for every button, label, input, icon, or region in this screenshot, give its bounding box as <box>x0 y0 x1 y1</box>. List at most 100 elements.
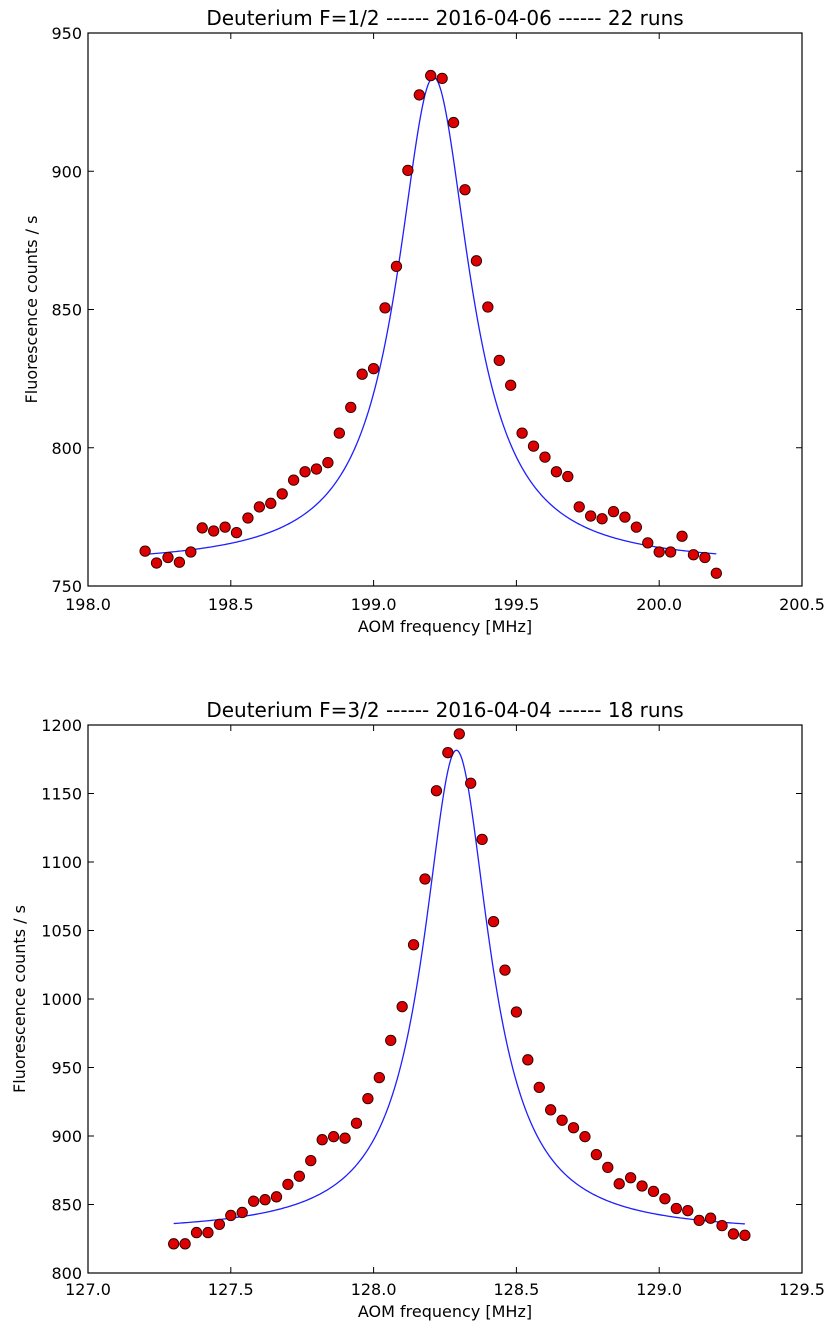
y-axis-label: Fluorescence counts / s <box>10 905 29 1093</box>
fit-curve <box>145 76 717 555</box>
data-point <box>482 301 494 313</box>
data-point <box>693 1214 705 1227</box>
data-point <box>168 1238 180 1250</box>
y-tick-label: 950 <box>51 1059 82 1078</box>
y-tick-label: 800 <box>51 439 82 458</box>
data-point <box>630 521 643 533</box>
data-point <box>367 363 380 375</box>
data-point <box>453 728 465 740</box>
data-point <box>459 184 471 196</box>
data-point <box>362 1092 374 1105</box>
data-point <box>642 537 654 549</box>
x-tick-label: 127.0 <box>65 1280 111 1299</box>
data-point <box>265 497 277 509</box>
data-point <box>664 546 677 558</box>
data-point <box>539 451 551 463</box>
data-point <box>522 1054 534 1066</box>
y-axis-label: Fluorescence counts / s <box>22 216 41 404</box>
data-point <box>282 1178 294 1191</box>
data-point <box>327 1131 340 1143</box>
data-point <box>236 1206 248 1219</box>
x-tick-label: 127.5 <box>208 1280 254 1299</box>
data-point <box>470 255 483 267</box>
x-tick-label: 200.5 <box>779 595 825 614</box>
data-point <box>173 556 186 568</box>
data-point <box>230 526 243 539</box>
data-point <box>247 1195 260 1207</box>
data-point <box>310 463 323 475</box>
data-point <box>425 69 437 82</box>
y-tick-label: 1200 <box>41 716 82 735</box>
x-tick-label: 198.5 <box>208 595 254 614</box>
data-point <box>676 530 688 542</box>
y-tick-label: 1050 <box>41 922 82 941</box>
x-tick-label: 199.0 <box>351 595 397 614</box>
y-tick-label: 900 <box>51 162 82 181</box>
data-point <box>727 1228 740 1240</box>
chart-title: Deuterium F=1/2 ------ 2016-04-06 ------… <box>206 6 683 30</box>
data-point <box>407 939 420 951</box>
data-point <box>345 401 357 414</box>
y-tick-label: 800 <box>51 1264 82 1283</box>
data-point <box>602 1161 614 1174</box>
x-tick-label: 199.5 <box>493 595 539 614</box>
data-point <box>465 777 477 789</box>
data-point <box>402 164 414 177</box>
data-point <box>196 522 208 534</box>
data-point <box>699 551 711 564</box>
plot-frame <box>87 724 803 1274</box>
data-point <box>350 1117 363 1129</box>
y-tick-label: 850 <box>51 301 82 320</box>
plot-frame <box>87 32 803 587</box>
data-point <box>619 511 631 523</box>
data-point <box>687 549 700 561</box>
data-point <box>704 1212 717 1224</box>
data-point <box>139 545 151 557</box>
x-tick-label: 129.5 <box>779 1280 825 1299</box>
chart-top: Deuterium F=1/2 ------ 2016-04-06 ------… <box>0 0 832 650</box>
data-point <box>447 116 460 129</box>
data-point <box>436 72 448 84</box>
data-point <box>682 1205 694 1217</box>
data-point <box>579 1131 591 1143</box>
data-point <box>208 525 220 537</box>
data-point <box>716 1219 728 1232</box>
chart-bottom-svg: Deuterium F=3/2 ------ 2016-04-04 ------… <box>10 698 825 1321</box>
data-point <box>596 513 608 525</box>
chart-title: Deuterium F=3/2 ------ 2016-04-04 ------… <box>206 698 683 722</box>
data-point <box>339 1132 351 1144</box>
x-tick-label: 128.0 <box>351 1280 397 1299</box>
data-point <box>185 546 197 558</box>
x-tick-label: 128.5 <box>493 1280 539 1299</box>
x-tick-label: 129.0 <box>636 1280 682 1299</box>
data-point <box>293 1170 305 1182</box>
data-point <box>499 964 511 976</box>
x-tick-label: 200.0 <box>636 595 682 614</box>
chart-top-svg: Deuterium F=1/2 ------ 2016-04-06 ------… <box>22 6 825 636</box>
data-point <box>179 1238 191 1250</box>
data-point <box>202 1226 214 1239</box>
data-point <box>556 1114 568 1126</box>
data-point <box>270 1191 283 1203</box>
data-point <box>739 1229 751 1241</box>
data-point <box>590 1148 603 1161</box>
data-point <box>585 510 597 522</box>
data-point <box>567 1122 580 1134</box>
data-point <box>190 1226 203 1239</box>
data-point <box>259 1194 271 1206</box>
x-tick-label: 198.0 <box>65 595 111 614</box>
y-tick-label: 750 <box>51 577 82 596</box>
data-point <box>613 1178 625 1190</box>
data-point <box>305 1155 317 1167</box>
data-point <box>505 379 517 391</box>
data-point <box>527 440 540 452</box>
data-point <box>510 1006 523 1018</box>
data-point <box>710 567 722 579</box>
data-point <box>242 512 254 524</box>
data-point <box>396 1001 408 1013</box>
y-tick-label: 1150 <box>41 785 82 804</box>
data-point <box>225 1209 237 1222</box>
y-tick-label: 850 <box>51 1196 82 1215</box>
data-point <box>379 302 391 314</box>
data-point <box>316 1134 328 1146</box>
